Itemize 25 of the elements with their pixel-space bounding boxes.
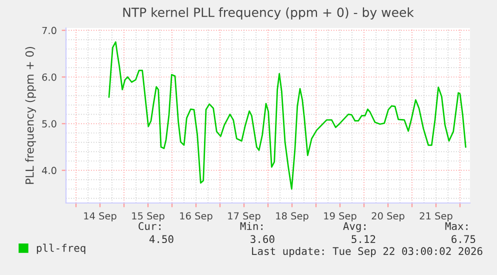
legend-label: pll-freq — [36, 244, 86, 254]
text: 5.12 — [352, 235, 376, 244]
x-tick-label: 17 Sep — [228, 212, 260, 222]
line-series — [108, 41, 466, 190]
text: Min: — [240, 222, 262, 230]
text: 6.75 — [452, 235, 476, 244]
x-tick-label: 21 Sep — [420, 212, 452, 222]
text: Avg: — [343, 222, 366, 232]
y-axis-title: PLL frequency (ppm + 0) — [25, 47, 36, 184]
y-tick-label: 5.0 — [42, 120, 56, 128]
text: Last update: Tue Sep 22 03:00:02 2026 — [252, 246, 482, 258]
x-tick-label: 19 Sep — [324, 212, 356, 222]
chart-title: NTP kernel PLL frequency (ppm + 0) - by week — [123, 7, 414, 20]
y-tick-label: 7.0 — [42, 26, 56, 34]
x-tick-label: 20 Sep — [372, 212, 404, 222]
text: Max: — [445, 222, 468, 230]
y-tick-label: 6.0 — [42, 73, 56, 81]
x-tick-label: 18 Sep — [276, 212, 308, 222]
text: 3.60 — [250, 235, 274, 244]
y-tick-label: 4.0 — [42, 166, 56, 174]
x-tick-label: 14 Sep — [84, 212, 116, 222]
x-tick-label: 15 Sep — [132, 212, 164, 222]
text: Cur: — [138, 222, 160, 230]
x-tick-label: 16 Sep — [180, 212, 212, 222]
text: 4.50 — [149, 235, 174, 244]
